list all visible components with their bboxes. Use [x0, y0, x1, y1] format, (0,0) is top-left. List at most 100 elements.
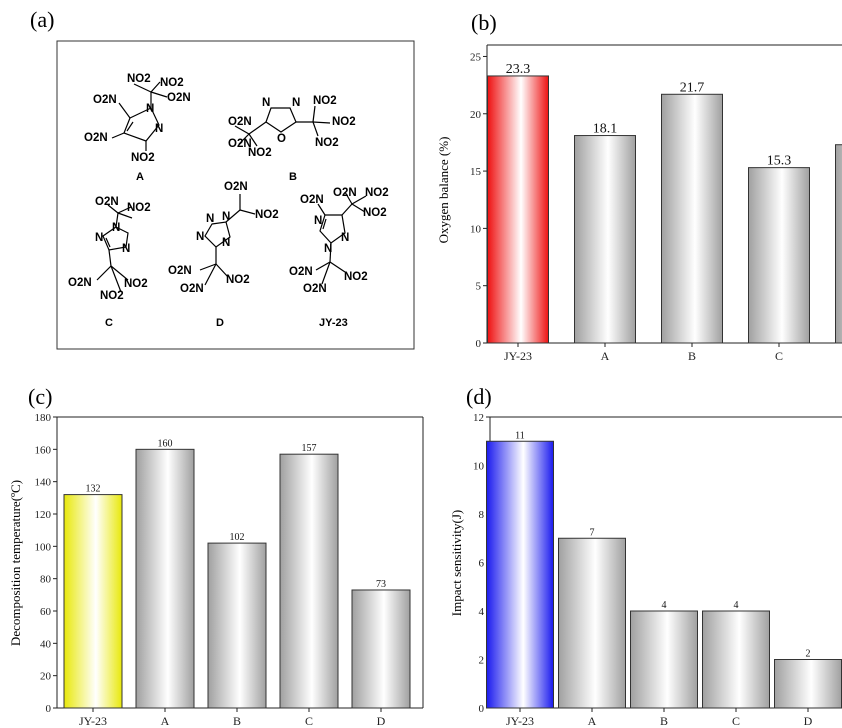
mol-b-name: B — [289, 171, 297, 183]
mol-b-group-8: O2N — [228, 138, 252, 150]
chart-d: (d) Impact sensitivity(J) 0 2 4 6 8 10 12 JY-23… — [449, 384, 842, 728]
chart-c-category-label: A — [161, 714, 170, 728]
chart-b-data-label: 23.3 — [506, 62, 531, 77]
chart-d-ytick-label: 2 — [479, 655, 485, 667]
structures-frame — [56, 40, 415, 350]
chart-d-data-label: 7 — [590, 527, 595, 538]
chart-b-bar — [748, 167, 810, 344]
chart-b-ytick-label: 5 — [476, 281, 482, 293]
mol-c-group-6: O2N — [68, 277, 92, 289]
chart-d-bar — [558, 537, 626, 709]
mol-jy23-group-9: NO2 — [344, 271, 368, 283]
panel-c-label: (c) — [28, 384, 52, 409]
chart-c-category-label: B — [233, 714, 241, 728]
mol-d-group-6: N — [222, 237, 230, 249]
chart-d-ytick-label: 10 — [473, 461, 485, 473]
molecule-b: N N NO2 NO2 NO2 O2N O O2N NO2 B — [228, 95, 356, 183]
mol-d-group-5: N — [196, 231, 204, 243]
chart-c-ytick-label: 60 — [40, 606, 52, 618]
chart-d-category-label: C — [732, 714, 740, 728]
molecule-d: O2N N N NO2 N N O2N NO2 O2N D — [168, 181, 279, 329]
mol-d-group-9: O2N — [180, 283, 204, 295]
molecule-jy23: O2N O2N NO2 NO2 N N N O2N NO2 O2N JY-23 — [289, 187, 389, 329]
chart-d-data-label: 4 — [734, 600, 739, 611]
mol-c-name: C — [105, 317, 113, 329]
chart-b-ytick-label: 25 — [470, 51, 482, 63]
panel-b-label: (b) — [471, 10, 497, 35]
chart-b-ytick-label: 20 — [470, 109, 482, 121]
mol-c-group-4: N — [95, 232, 103, 244]
chart-b-bar — [574, 135, 636, 344]
chart-c: (c) Decomposition temperature(ºC) 0 20 40 6… — [8, 384, 424, 728]
mol-b-group-7: O — [277, 133, 286, 145]
mol-a-group-1: O2N — [93, 94, 117, 106]
mol-jy23-group-2: O2N — [333, 187, 357, 199]
chart-b-data-label: 21.7 — [680, 80, 705, 95]
chart-d-data-label: 4 — [662, 600, 667, 611]
chart-c-data-label: 102 — [230, 532, 245, 543]
mol-jy23-group-5: N — [314, 215, 322, 227]
mol-jy23-group-6: N — [341, 232, 349, 244]
chart-b: (b) Oxygen balance (%) 0 5 10 15 20 25 JY-23 23… — [436, 10, 842, 363]
chart-d-data-label: 11 — [515, 430, 525, 441]
mol-a-name: A — [136, 171, 144, 183]
chart-d-data-label: 2 — [806, 649, 811, 660]
chart-c-data-label: 132 — [86, 484, 101, 495]
chart-b-ytick-label: 10 — [470, 223, 482, 235]
chart-d-category-label: D — [804, 714, 813, 728]
mol-a-group-5: N — [146, 103, 154, 115]
molecule-a: O2N NO2 NO2 O2N N N O2N NO2 A — [84, 73, 191, 183]
mol-jy23-group-7: N — [324, 243, 332, 255]
chart-d-ytick-label: 8 — [479, 509, 485, 521]
chart-b-category-label: JY-23 — [504, 349, 532, 363]
chart-d-ytick-label: 4 — [479, 606, 485, 618]
chart-c-ytick-label: 0 — [46, 703, 52, 715]
chart-d-bar — [486, 440, 554, 709]
chart-c-bar — [135, 448, 195, 709]
panel-d-label: (d) — [466, 384, 492, 409]
mol-a-group-2: NO2 — [127, 73, 151, 85]
chart-c-ytick-label: 160 — [35, 444, 52, 456]
mol-c-group-5: N — [122, 243, 130, 255]
chart-b-category-label: B — [688, 349, 696, 363]
chart-c-plot: 0 20 40 60 80 100 120 140 160 180 JY-23 132 A 160 B 102… — [35, 412, 424, 728]
panel-a-label: (a) — [30, 7, 54, 32]
chart-b-data-label: 15.3 — [767, 154, 792, 169]
mol-a-group-3: NO2 — [160, 77, 184, 89]
mol-b-group-2: N — [292, 97, 300, 109]
mol-jy23-group-1: O2N — [300, 194, 324, 206]
mol-b-group-9: NO2 — [248, 147, 272, 159]
chart-b-bar — [661, 93, 723, 344]
mol-a-group-6: N — [155, 123, 163, 135]
chart-c-ytick-label: 100 — [35, 541, 52, 553]
chart-c-bar — [351, 589, 411, 709]
chart-c-category-label: JY-23 — [79, 714, 107, 728]
chart-d-ytick-label: 6 — [479, 558, 485, 570]
chart-b-category-label: C — [775, 349, 783, 363]
mol-c-group-2: NO2 — [127, 202, 151, 214]
chart-b-ytick-label: 15 — [470, 166, 482, 178]
mol-c-group-3: N — [112, 222, 120, 234]
chart-c-ytick-label: 80 — [40, 574, 52, 586]
chart-c-ytick-label: 40 — [40, 638, 52, 650]
panel-a: (a) O2N NO2 NO2 O2N N N O2N NO2 A — [30, 7, 415, 350]
chart-d-ylabel: Impact sensitivity(J) — [449, 510, 464, 617]
chart-c-data-label: 160 — [158, 438, 173, 449]
mol-b-group-6: O2N — [228, 116, 252, 128]
mol-d-group-3: N — [222, 211, 230, 223]
mol-jy23-group-3: NO2 — [365, 187, 389, 199]
chart-c-bar — [207, 542, 267, 709]
chart-d-plot: 0 2 4 6 8 10 12 JY-23 11 A 7 B 4 C 4 D 2 — [473, 412, 842, 728]
mol-a-group-7: O2N — [167, 92, 191, 104]
mol-b-group-4: NO2 — [332, 116, 356, 128]
chart-c-category-label: C — [305, 714, 313, 728]
chart-d-ytick-label: 0 — [479, 703, 485, 715]
chart-b-ylabel: Oxygen balance (%) — [436, 137, 451, 244]
chart-c-bar — [279, 453, 339, 709]
chart-c-data-label: 157 — [302, 443, 317, 454]
mol-c-group-8: NO2 — [100, 290, 124, 302]
mol-a-group-4: O2N — [84, 132, 108, 144]
mol-b-group-1: N — [262, 97, 270, 109]
